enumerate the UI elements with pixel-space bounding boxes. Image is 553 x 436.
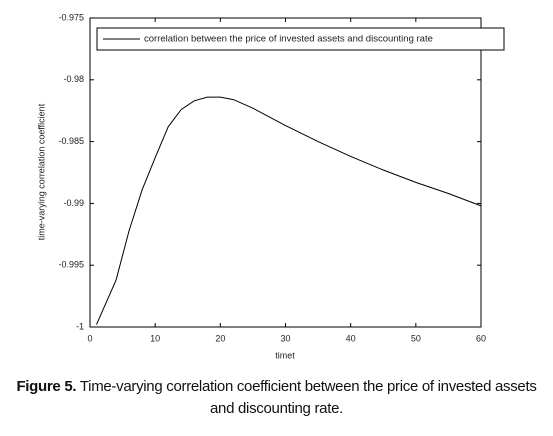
legend-text: correlation between the price of investe… <box>144 34 433 45</box>
x-axis-label: timet <box>275 350 295 360</box>
data-line <box>96 96 482 325</box>
legend-box <box>96 27 505 51</box>
x-tick-label: 40 <box>346 333 356 343</box>
y-tick-label: -0.985 <box>58 136 84 146</box>
x-tick-label: 60 <box>476 333 486 343</box>
caption: Figure 5. Time-varying correlation coeff… <box>10 376 543 420</box>
caption-text: Time-varying correlation coefficient bet… <box>79 378 537 417</box>
y-axis-label: time-varying correlation coefficient <box>36 103 46 240</box>
y-tick-label: -0.995 <box>58 260 84 270</box>
x-tick-label: 10 <box>150 333 160 343</box>
chart: timet time-varying correlation coefficie… <box>36 12 505 360</box>
y-tick-label: -1 <box>76 321 84 331</box>
y-tick-label: -0.99 <box>63 198 84 208</box>
y-tick-label: -0.975 <box>58 12 84 22</box>
y-tick-label: -0.98 <box>63 74 84 84</box>
caption-label: Figure 5. <box>16 378 77 395</box>
x-tick-label: 30 <box>280 333 290 343</box>
x-tick-label: 0 <box>87 333 92 343</box>
x-tick-label: 50 <box>411 333 421 343</box>
x-tick-label: 20 <box>215 333 225 343</box>
